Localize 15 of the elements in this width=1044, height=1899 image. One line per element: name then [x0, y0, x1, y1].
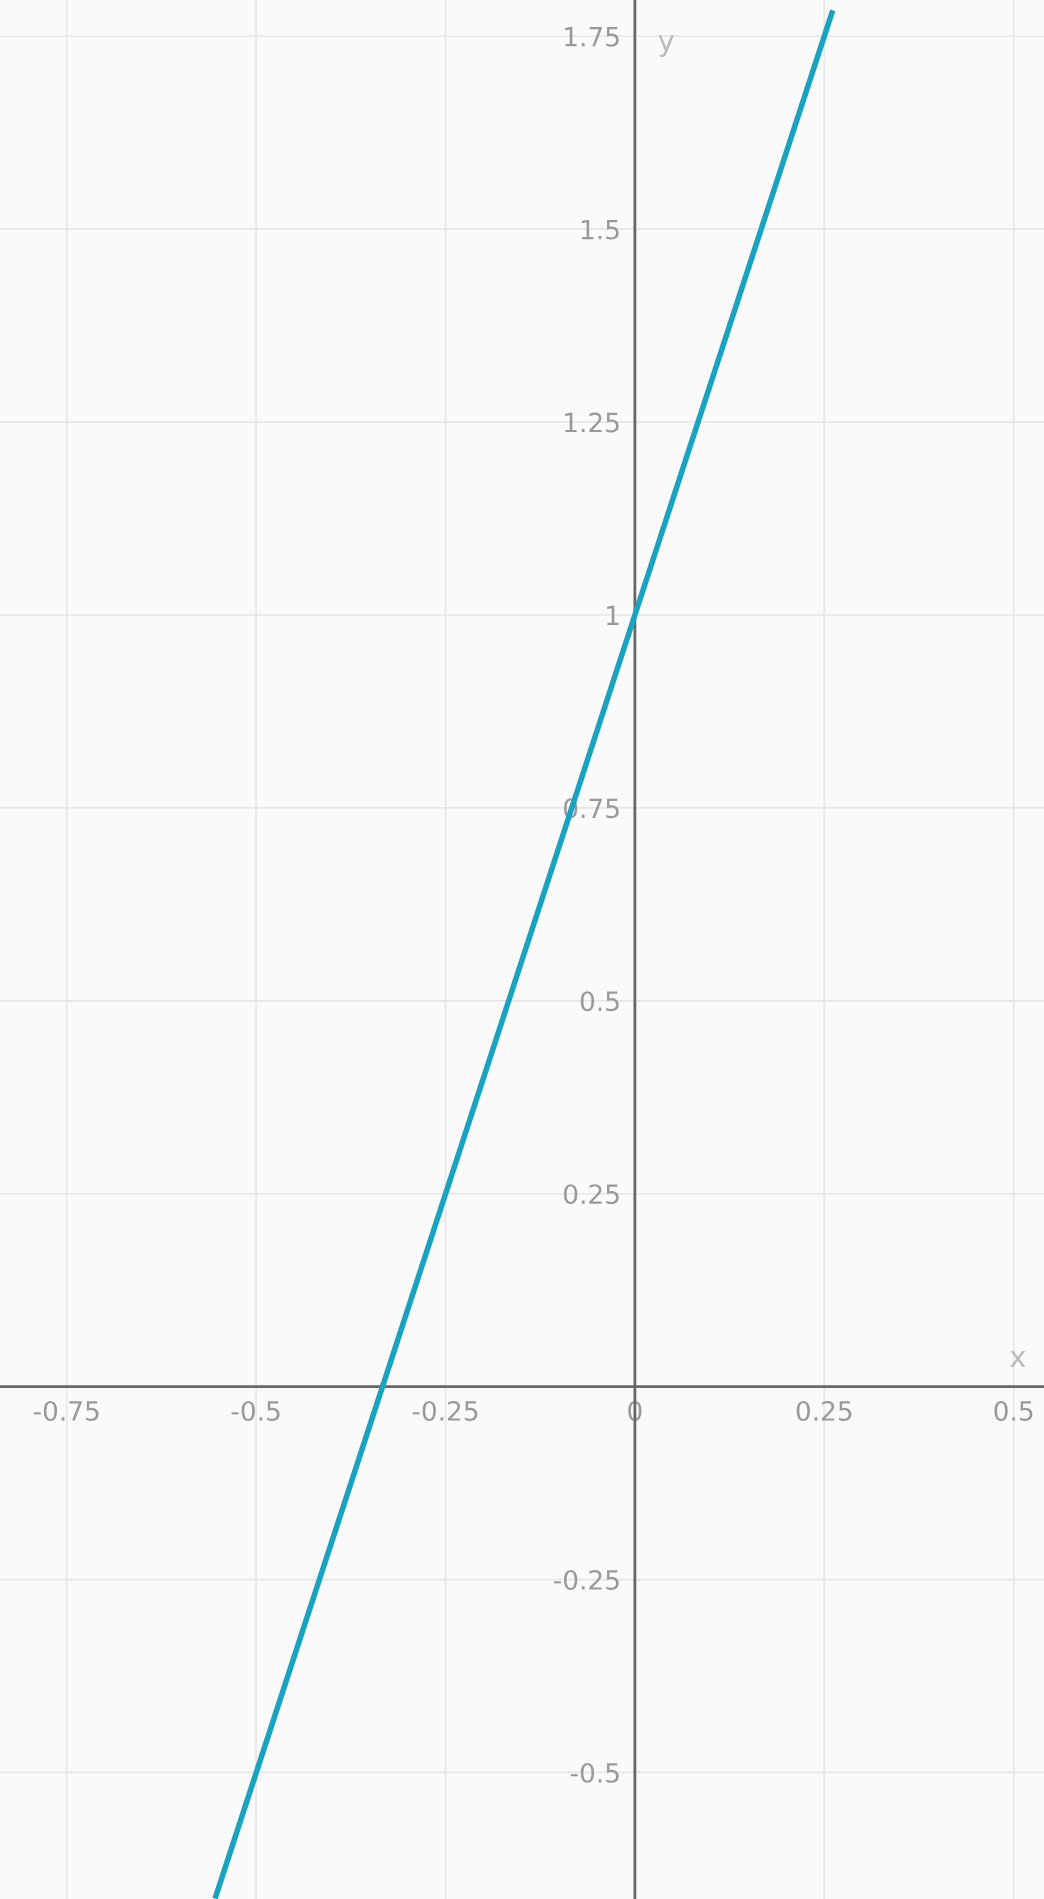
y-tick-label: 1 [607, 605, 619, 626]
x-tick-label: 0.25 [796, 1400, 852, 1421]
y-tick-label: 1.25 [565, 412, 619, 433]
y-tick-label: 1.5 [581, 219, 619, 240]
x-tick-label: -0.25 [412, 1400, 478, 1421]
y-tick-label: 0.25 [563, 1184, 619, 1205]
y-tick-label: 1.75 [565, 27, 619, 47]
y-tick-label: -0.25 [554, 1569, 619, 1590]
x-tick-label: 0.5 [994, 1400, 1033, 1421]
x-tick-label: -0.75 [33, 1400, 99, 1421]
y-tick-label: 0.5 [580, 991, 619, 1012]
x-axis-title: x [1010, 1351, 1026, 1368]
y-axis-title: y [658, 34, 674, 57]
x-tick-label: -0.5 [231, 1400, 280, 1421]
y-tick-label: -0.5 [570, 1762, 619, 1783]
